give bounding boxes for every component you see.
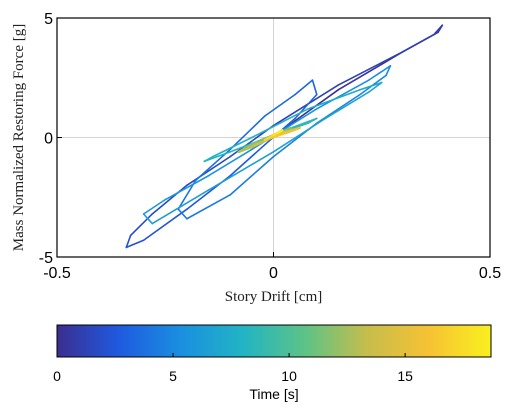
curve-segment bbox=[151, 189, 210, 225]
curve-segment bbox=[367, 65, 392, 81]
x-axis-label: Story Drift [cm] bbox=[225, 289, 322, 305]
curve-segment-late bbox=[263, 133, 275, 142]
curve-segment bbox=[311, 79, 318, 96]
curve-segment bbox=[229, 143, 266, 177]
curve-segment bbox=[142, 213, 154, 225]
curve-segment bbox=[385, 65, 392, 77]
curve-segment bbox=[125, 234, 132, 249]
curve-segment bbox=[324, 91, 370, 120]
curve-segment bbox=[207, 148, 253, 177]
curve-segment bbox=[129, 213, 154, 237]
curve-segment-late bbox=[285, 126, 301, 134]
curve-segment bbox=[307, 88, 361, 110]
y-tick-label: 0 bbox=[44, 131, 53, 148]
x-tick-label: 0.5 bbox=[479, 265, 501, 282]
colorbar-tick-label: 10 bbox=[281, 368, 297, 384]
y-tick-label: -5 bbox=[39, 250, 53, 267]
curve-segment bbox=[290, 117, 318, 129]
curve-segment-late bbox=[276, 129, 284, 134]
curve-segment bbox=[125, 239, 145, 249]
curve-segment bbox=[264, 93, 296, 117]
x-axis-ticks: -0.5 0 0.5 bbox=[43, 252, 501, 282]
colorbar-ticks: 0 5 10 15 bbox=[53, 353, 413, 384]
colorbar-tick-label: 5 bbox=[169, 368, 177, 384]
curve-segment bbox=[432, 24, 444, 36]
curve-segment bbox=[229, 115, 266, 151]
colorbar-tick-label: 0 bbox=[53, 368, 61, 384]
curve-segment bbox=[229, 155, 275, 196]
curve-segment bbox=[367, 81, 383, 93]
plot-area bbox=[56, 17, 491, 258]
curve-segment bbox=[186, 155, 231, 187]
y-tick-label: 5 bbox=[44, 11, 53, 28]
curve-segment bbox=[272, 117, 327, 153]
curve-segment bbox=[212, 136, 253, 158]
colorbar: 0 5 10 15 Time [s] bbox=[53, 324, 492, 402]
curve-segment-late bbox=[237, 145, 254, 154]
colorbar-tick-label: 15 bbox=[397, 368, 413, 384]
colorbar-gradient bbox=[56, 324, 492, 358]
colorbar-label: Time [s] bbox=[249, 386, 298, 402]
curve-segment bbox=[272, 84, 340, 127]
curve-segment bbox=[251, 108, 309, 139]
y-axis-label: Mass Normalized Restoring Force [g] bbox=[11, 24, 27, 251]
curve-segment bbox=[142, 208, 188, 242]
curve-segment bbox=[315, 79, 370, 110]
hysteresis-curve bbox=[125, 24, 444, 249]
curve-segment bbox=[359, 81, 383, 91]
curve-segment bbox=[402, 33, 435, 53]
curve-segment bbox=[207, 151, 275, 191]
curve-segment bbox=[177, 208, 188, 220]
curve-segment bbox=[142, 198, 167, 215]
curve-segment bbox=[186, 194, 231, 220]
x-tick-label: 0 bbox=[269, 265, 278, 282]
curve-segment bbox=[164, 174, 210, 201]
x-tick-label: -0.5 bbox=[43, 265, 71, 282]
curve-segment bbox=[337, 50, 405, 86]
curve-segment bbox=[294, 79, 314, 96]
curve-segment bbox=[203, 151, 231, 163]
y-axis-ticks: -5 0 5 bbox=[39, 11, 62, 267]
